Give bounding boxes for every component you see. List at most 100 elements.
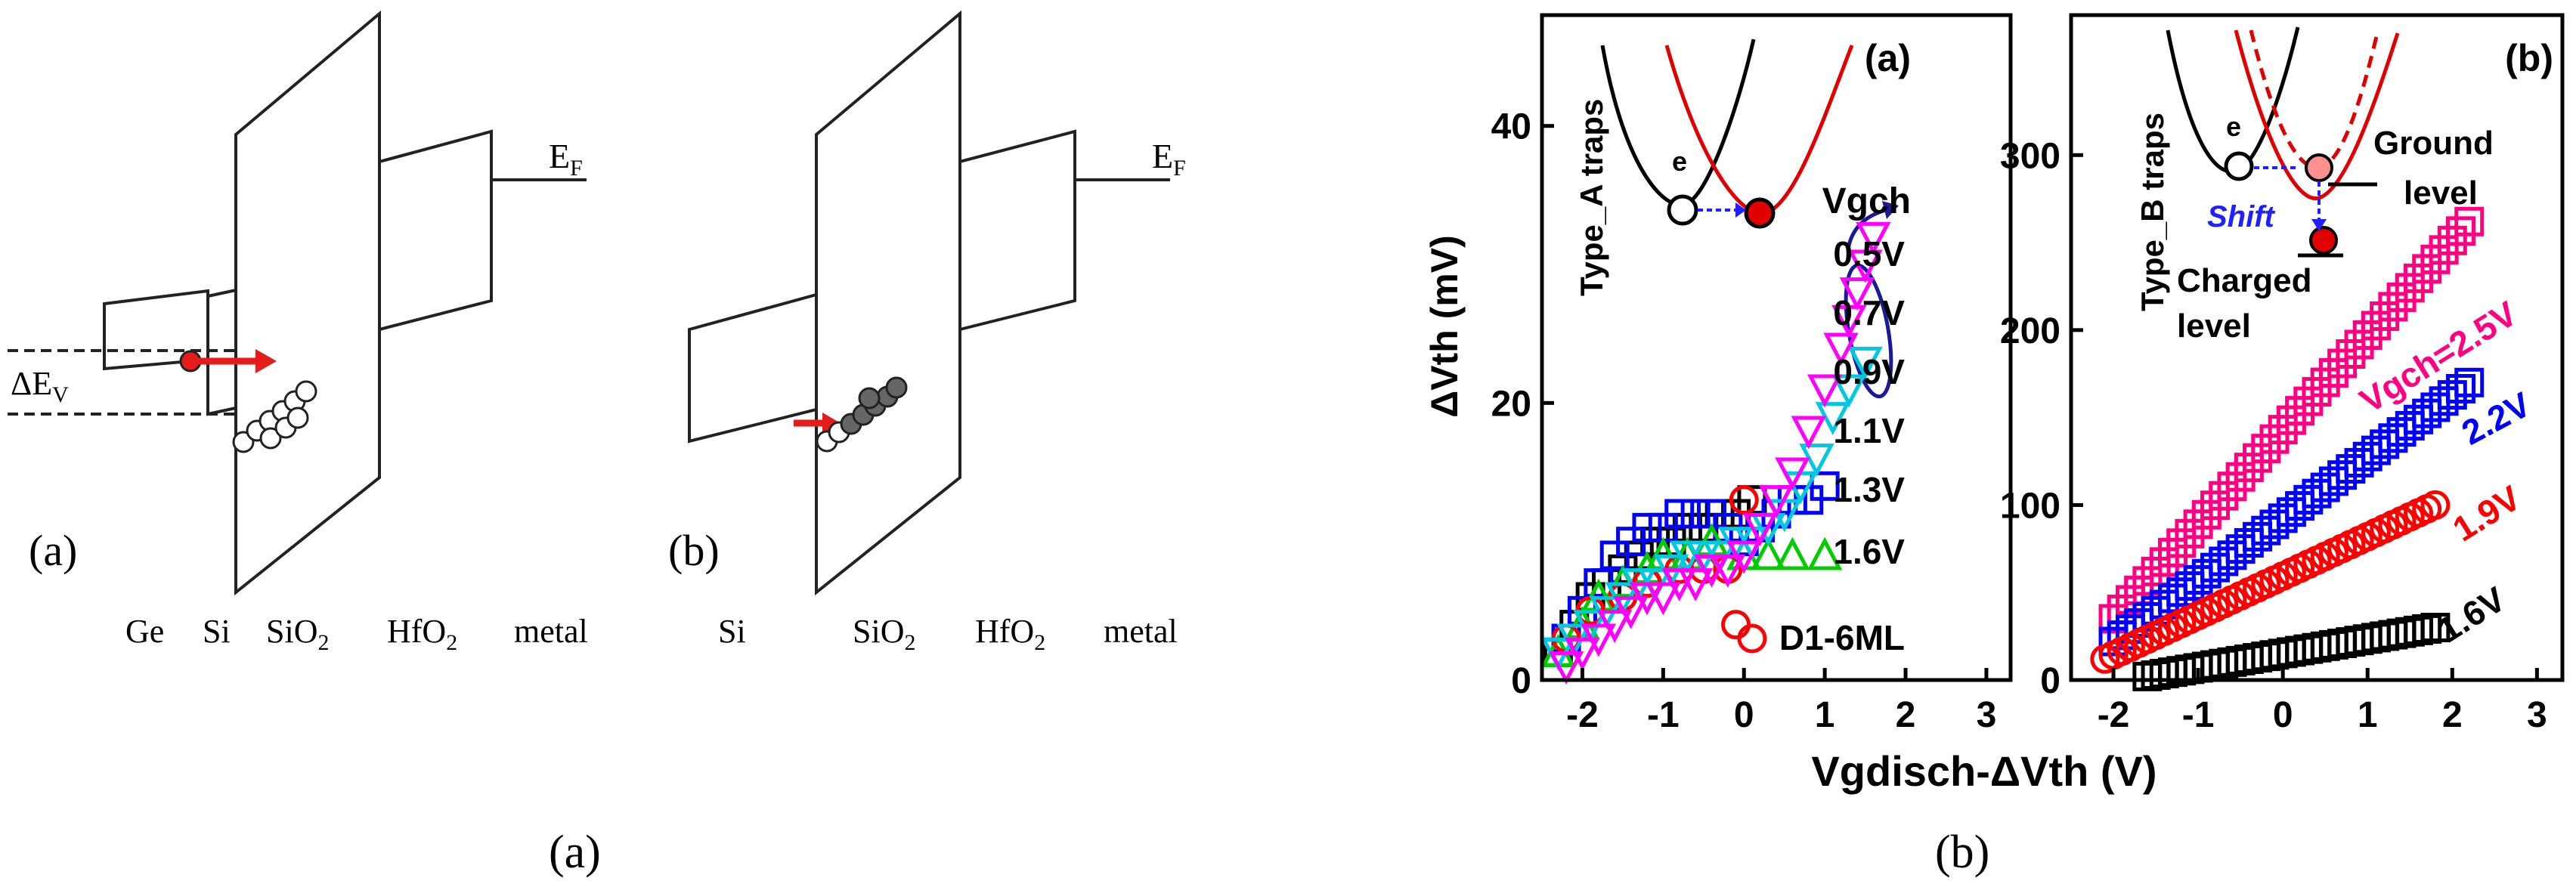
series-marker-0-5V <box>1823 332 1859 366</box>
schematic-label-left: (a) <box>29 526 77 575</box>
x-tick-label: 3 <box>1977 695 1997 735</box>
series-marker-Vgch-2-5V <box>2141 556 2171 586</box>
series-marker-Vgch-2-5V <box>2302 377 2332 407</box>
series-marker-1-1V <box>1751 536 1786 570</box>
panel-label-a: (a) <box>1865 37 1911 79</box>
chart-a-ticks: -2 -1 0 1 2 3 0 20 40 <box>1491 107 1997 735</box>
series-marker-Vgch-2-5V <box>2293 386 2324 416</box>
series-marker-2-2V <box>2446 373 2476 403</box>
series-marker-2-2V <box>2454 367 2485 397</box>
layer-label: Ge <box>125 613 164 650</box>
series-marker-0-5V <box>1847 249 1883 283</box>
series-marker-Vgch-2-5V <box>2243 443 2273 473</box>
series-marker-1-3V <box>1632 512 1662 543</box>
series-marker-0-5V <box>1775 457 1810 491</box>
chart-b-ticks: -2 -1 0 1 2 3 0 100 200 300 <box>2000 136 2547 735</box>
legend-entry: 0.9V <box>1833 352 1905 391</box>
series-marker-Vgch-2-5V <box>2361 311 2391 341</box>
series-marker-Vgch-2-5V <box>2259 424 2290 454</box>
series-marker-1-6V <box>2420 613 2451 643</box>
layer-labels-right: Si SiO2 HfO2 metal <box>718 613 1178 655</box>
hole-tunnel-arrow-right <box>794 413 841 434</box>
layer-label: SiO2 <box>853 613 915 655</box>
series-marker-1-9V <box>2420 490 2451 520</box>
y-tick-label: 40 <box>1491 107 1531 147</box>
series-marker-Vgch-2-5V <box>2352 320 2382 350</box>
inset-electron-label: e <box>1672 146 1687 177</box>
x-tick-label: -1 <box>2182 695 2215 735</box>
series-marker-0-5V <box>1831 304 1867 338</box>
layer-labels-left: Ge Si SiO2 HfO2 metal <box>125 613 588 655</box>
layer-label: Si <box>203 613 231 650</box>
y-tick-label: 100 <box>2000 486 2060 526</box>
series-marker-Vgch-2-5V <box>2251 434 2281 464</box>
series-marker-Vgch-2-5V <box>2437 225 2467 255</box>
x-tick-label: 1 <box>1815 695 1835 735</box>
layer-label: HfO2 <box>387 613 457 655</box>
series-marker-Vgch-2-5V <box>2454 206 2485 236</box>
inset-charged-label: Charged <box>2177 262 2311 299</box>
x-tick-label: -2 <box>2098 695 2130 735</box>
sio2-layer <box>815 10 961 596</box>
legend-entry: 1.3V <box>1833 470 1905 509</box>
chart-b: e Shift Ground level Charged level Type_… <box>2000 13 2565 735</box>
x-tick-label: 3 <box>2527 695 2547 735</box>
series-marker-0-5V <box>1742 512 1778 546</box>
offset-label: ΔEV <box>11 365 69 407</box>
series-marker-0-9V <box>1729 485 1759 515</box>
legend-entry: 1.1V <box>1833 411 1905 450</box>
series-marker-0-7V <box>1799 444 1834 478</box>
legend-title: Vgch <box>1822 181 1911 221</box>
series-marker-Vgch-2-5V <box>2200 490 2231 521</box>
chart-b-marks <box>2090 206 2485 691</box>
inset-shift-label: Shift <box>2207 200 2276 233</box>
series-marker-0-9V <box>1721 610 1751 640</box>
inset-charged-label: level <box>2177 308 2251 345</box>
y-tick-label: 20 <box>1491 384 1531 424</box>
y-tick-label: 200 <box>2000 311 2060 351</box>
layer-label: metal <box>1104 613 1178 650</box>
series-marker-Vgch-2-5V <box>2395 273 2425 303</box>
x-tick-label: 0 <box>2273 695 2293 735</box>
series-marker-Vgch-2-5V <box>2166 528 2197 558</box>
layer-label: Si <box>718 613 746 650</box>
series-marker-0-5V <box>1597 610 1633 644</box>
schematic-label-right: (b) <box>668 526 720 575</box>
series-marker-0-7V <box>1847 346 1883 380</box>
series-marker-1-3V <box>1810 471 1840 501</box>
series-marker-0-5V <box>1613 595 1649 629</box>
chart-a-marks <box>1540 221 1891 685</box>
series-marker-Vgch-2-5V <box>2234 453 2264 483</box>
series-marker-Vgch-2-5V <box>2285 396 2315 426</box>
x-tick-label: -2 <box>1566 695 1599 735</box>
sample-label: D1-6ML <box>1779 618 1905 657</box>
series-marker-0-5V <box>1758 485 1794 519</box>
fermi-label-left: EF <box>549 137 583 181</box>
series-marker-Vgch-2-5V <box>2268 415 2298 445</box>
chart-b-inset: e Shift Ground level Charged level Type_… <box>2135 26 2494 345</box>
series-marker-Vgch-2-5V <box>2420 244 2451 274</box>
series-marker-Vgch-2-5V <box>2175 518 2205 549</box>
inset-electron-label: e <box>2226 111 2241 142</box>
series-marker-Vgch-2-5V <box>2386 282 2417 312</box>
x-axis-label: Vgdisch-ΔVth (V) <box>1811 747 2156 795</box>
series-marker-Vgch-2-5V <box>2378 292 2408 322</box>
series-marker-Vgch-2-5V <box>2149 547 2179 577</box>
series-marker-Vgch-2-5V <box>2225 462 2256 492</box>
chart-b-frame <box>2069 13 2565 682</box>
panel-label-b: (b) <box>2505 37 2553 79</box>
series-marker-Vgch-2-5V <box>2318 358 2348 388</box>
chart-a-frame <box>1540 13 2013 682</box>
series-marker-Vgch-2-5V <box>2429 235 2459 265</box>
series-marker-0-5V <box>1807 374 1843 408</box>
inset-ground-label: Ground <box>2373 125 2494 162</box>
series-marker-Vgch-2-5V <box>2217 471 2247 502</box>
fermi-label-right: EF <box>1152 137 1186 181</box>
inset-ground-label: level <box>2404 175 2478 212</box>
series-marker-Vgch-2-5V <box>2412 254 2442 284</box>
chart-a: e Type_A traps -2 -1 0 1 2 3 0 20 40 (a) ΔVth (m… <box>1423 13 2013 735</box>
series-marker-0-5V <box>1839 277 1875 311</box>
y-axis-label: ΔVth (mV) <box>1423 235 1466 417</box>
series-marker-0-5V <box>1856 221 1891 255</box>
